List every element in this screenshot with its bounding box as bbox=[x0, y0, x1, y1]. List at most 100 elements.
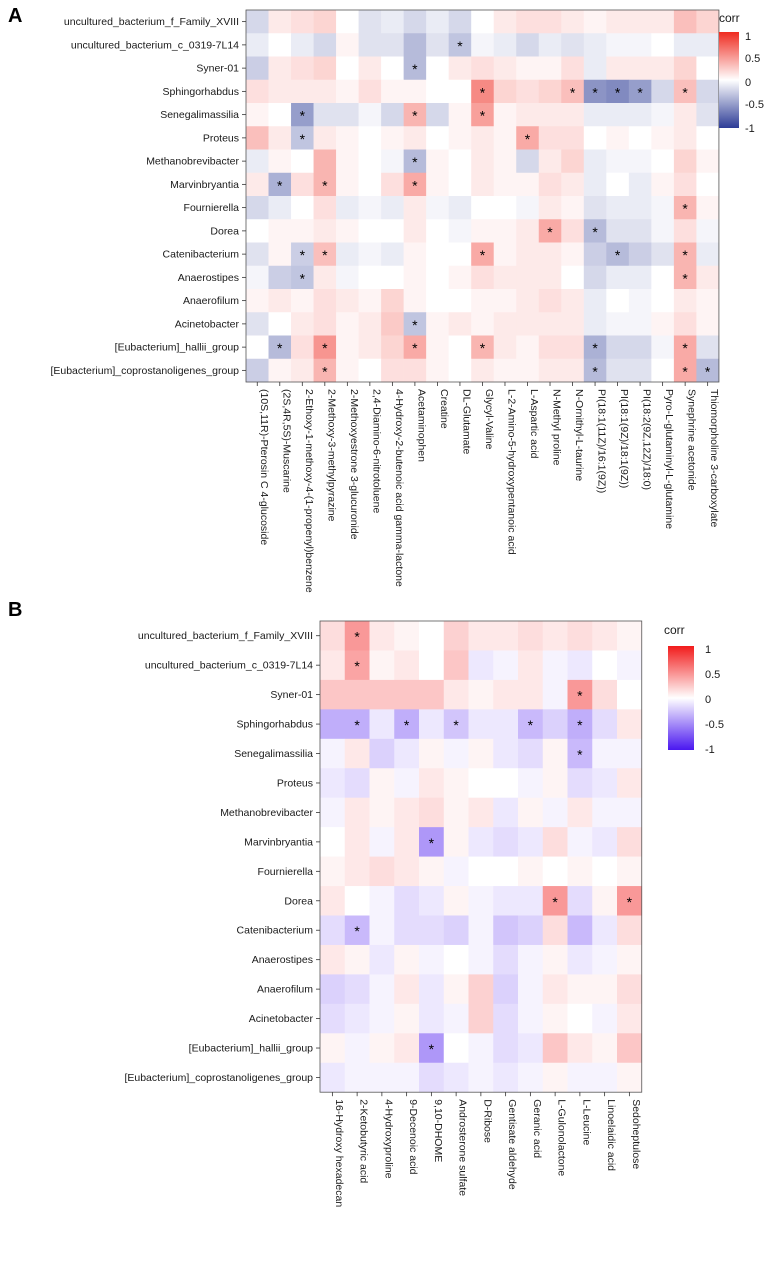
heatmap-cell bbox=[426, 149, 449, 174]
row-label: Fournierella bbox=[184, 202, 240, 214]
heatmap-cell bbox=[268, 79, 292, 104]
heatmap-cell bbox=[268, 103, 292, 127]
heatmap-cell bbox=[516, 149, 540, 174]
heatmap-cell bbox=[493, 56, 517, 81]
heatmap-cell bbox=[538, 103, 562, 127]
heatmap-cell bbox=[567, 827, 593, 857]
heatmap-cell bbox=[516, 242, 540, 267]
heatmap-cell bbox=[394, 738, 420, 769]
column-label: N-Ornithyl-L-taurine bbox=[573, 389, 585, 481]
heatmap-cell bbox=[369, 827, 395, 857]
heatmap-cell bbox=[606, 335, 630, 360]
significance-star: * bbox=[412, 177, 418, 193]
row-label: uncultured_bacterium_c_0319-7L14 bbox=[71, 39, 239, 51]
column-label: Pyro-L-glutaminyl-L-glutamine bbox=[663, 389, 675, 529]
heatmap-cell bbox=[313, 196, 337, 220]
heatmap-cell bbox=[443, 886, 469, 916]
significance-star: * bbox=[322, 177, 328, 193]
heatmap-cell bbox=[268, 358, 292, 383]
heatmap-cell bbox=[493, 172, 517, 197]
heatmap-cell bbox=[448, 33, 472, 57]
heatmap-cell bbox=[606, 126, 630, 150]
heatmap-cell bbox=[516, 312, 540, 336]
heatmap-cell bbox=[394, 974, 420, 1005]
legend-b-title: corr bbox=[664, 623, 685, 637]
heatmap-cell bbox=[320, 621, 346, 651]
significance-star: * bbox=[480, 108, 486, 124]
heatmap-cell bbox=[336, 172, 359, 197]
heatmap-cell bbox=[381, 33, 404, 57]
heatmap-cell bbox=[538, 56, 562, 81]
column-label: 2-Methoxyestrone 3-glucuronide bbox=[348, 389, 360, 540]
heatmap-cell bbox=[344, 797, 370, 828]
heatmap-cell bbox=[369, 856, 395, 887]
row-label: Dorea bbox=[210, 225, 239, 237]
heatmap-cell bbox=[617, 886, 643, 916]
heatmap-cell bbox=[673, 242, 697, 267]
heatmap-cell bbox=[651, 242, 675, 267]
heatmap-cell bbox=[291, 56, 314, 81]
heatmap-cell bbox=[617, 1003, 643, 1034]
heatmap-cell bbox=[651, 335, 675, 360]
heatmap-cell bbox=[592, 1062, 618, 1093]
heatmap-cell bbox=[696, 219, 720, 243]
heatmap-cell bbox=[471, 79, 495, 104]
heatmap-cell bbox=[320, 915, 346, 946]
heatmap-cell bbox=[542, 709, 568, 740]
heatmap-cell bbox=[516, 358, 540, 383]
heatmap-cell bbox=[369, 974, 395, 1005]
heatmap-cell bbox=[651, 10, 675, 34]
heatmap-cell bbox=[493, 650, 519, 681]
heatmap-cell bbox=[673, 358, 697, 383]
row-label: Dorea bbox=[284, 895, 313, 907]
column-label: L-Aspartic acid bbox=[528, 389, 540, 459]
heatmap-cell bbox=[628, 126, 652, 150]
heatmap-cell bbox=[381, 358, 404, 383]
heatmap-cell bbox=[344, 1033, 370, 1064]
row-label: uncultured_bacterium_f_Family_XVIII bbox=[138, 630, 313, 642]
significance-star: * bbox=[528, 717, 534, 733]
row-label: Proteus bbox=[203, 132, 239, 144]
heatmap-cell bbox=[628, 79, 652, 104]
heatmap-cell bbox=[448, 149, 472, 174]
heatmap-cell bbox=[344, 856, 370, 887]
heatmap-cell bbox=[419, 915, 445, 946]
heatmap-cell bbox=[561, 242, 585, 267]
heatmap-cell bbox=[561, 126, 585, 150]
heatmap-cell bbox=[381, 289, 404, 313]
heatmap-cell bbox=[336, 79, 359, 104]
heatmap-cell bbox=[426, 289, 449, 313]
heatmap-cell bbox=[268, 312, 292, 336]
heatmap-cell bbox=[673, 149, 697, 174]
column-label: PI(18:2(9Z,12Z)/18:0) bbox=[641, 389, 653, 490]
heatmap-cell bbox=[426, 79, 449, 104]
heatmap-cell bbox=[419, 974, 445, 1005]
heatmap-cell bbox=[313, 289, 337, 313]
heatmap-cell bbox=[394, 827, 420, 857]
heatmap-cell bbox=[426, 126, 449, 150]
row-label: Anaerofilum bbox=[257, 984, 313, 996]
heatmap-cell bbox=[592, 768, 618, 798]
heatmap-cell bbox=[344, 974, 370, 1005]
heatmap-cell bbox=[426, 172, 449, 197]
heatmap-cell bbox=[419, 1062, 445, 1093]
heatmap-cell bbox=[268, 242, 292, 267]
significance-star: * bbox=[354, 629, 360, 645]
heatmap-cell bbox=[567, 856, 593, 887]
heatmap-cell bbox=[468, 944, 494, 975]
heatmap-cell bbox=[369, 650, 395, 681]
significance-star: * bbox=[457, 38, 463, 54]
heatmap-cell bbox=[468, 915, 494, 946]
heatmap-cell bbox=[468, 1062, 494, 1093]
heatmap-cell bbox=[358, 126, 382, 150]
heatmap-cell bbox=[313, 335, 337, 360]
significance-star: * bbox=[412, 340, 418, 356]
heatmap-cell bbox=[381, 172, 404, 197]
heatmap-cell bbox=[336, 33, 359, 57]
heatmap-cell bbox=[313, 79, 337, 104]
heatmap-cell bbox=[493, 103, 517, 127]
heatmap-cell bbox=[617, 738, 643, 769]
heatmap-cell bbox=[468, 1003, 494, 1034]
heatmap-cell bbox=[246, 172, 269, 197]
significance-star: * bbox=[300, 247, 306, 263]
